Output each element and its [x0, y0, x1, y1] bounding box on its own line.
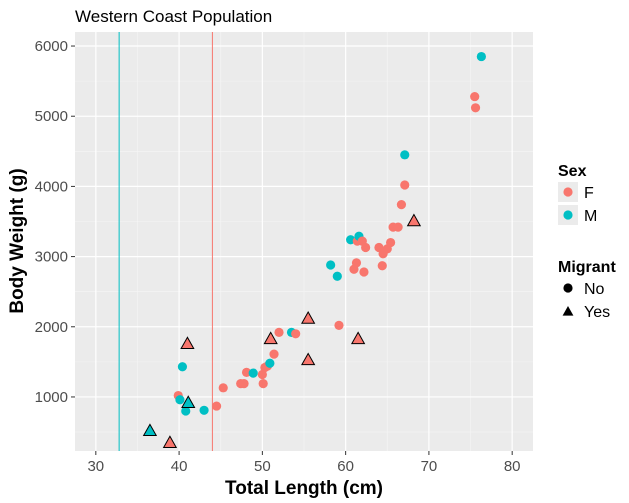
y-tick-label: 5000 — [35, 108, 68, 125]
legend-sex-items: FM — [558, 182, 597, 225]
legend-label: M — [584, 208, 597, 225]
y-tick-label: 3000 — [35, 249, 68, 266]
legend-label: Yes — [584, 304, 610, 321]
data-point-migrant — [162, 435, 178, 448]
data-point — [218, 383, 228, 393]
data-point — [291, 329, 301, 339]
data-point — [400, 150, 410, 160]
grid-minor — [75, 32, 533, 451]
data-point — [274, 327, 284, 337]
x-tick-label: 80 — [504, 458, 521, 475]
legend-key-m — [563, 210, 573, 220]
data-point — [476, 51, 486, 62]
y-tick-label: 4000 — [35, 178, 68, 195]
y-tick-label: 2000 — [35, 319, 68, 336]
x-tick-label: 40 — [171, 458, 188, 475]
data-point — [239, 379, 249, 389]
data-point — [393, 222, 403, 232]
legend-label: No — [584, 281, 605, 298]
data-point — [377, 261, 387, 271]
legend-key-circle — [563, 283, 573, 293]
data-points — [142, 51, 486, 448]
y-tick-label: 6000 — [35, 38, 68, 55]
data-point — [175, 395, 185, 405]
data-point-migrant — [181, 395, 196, 408]
data-point — [396, 200, 407, 210]
data-point — [177, 362, 188, 372]
data-point — [470, 91, 480, 102]
legend: Sex FM Migrant No Yes — [558, 163, 616, 321]
data-point — [361, 242, 371, 253]
data-point — [269, 349, 279, 359]
data-point — [351, 258, 362, 268]
legend-key-f — [563, 187, 573, 197]
x-tick-label: 50 — [254, 458, 271, 475]
data-point — [326, 260, 336, 270]
x-tick-label: 60 — [337, 458, 354, 475]
data-point-migrant — [263, 331, 278, 345]
y-tick-label: 1000 — [35, 389, 68, 406]
y-axis-title: Body Weight (g) — [7, 168, 28, 313]
data-point-migrant — [301, 352, 316, 366]
x-tick-label: 30 — [87, 458, 104, 475]
grid-major — [75, 32, 533, 451]
x-axis-ticks: 30 40 50 60 70 80 — [87, 451, 521, 475]
data-point-migrant — [301, 311, 316, 324]
legend-migrant-items: No Yes — [558, 278, 610, 321]
data-point — [181, 406, 191, 416]
legend-key-triangle — [562, 306, 574, 316]
data-point — [400, 180, 410, 190]
x-axis-title: Total Length (cm) — [225, 478, 383, 499]
data-point — [248, 368, 258, 378]
data-point — [332, 271, 342, 281]
x-tick-label: 70 — [421, 458, 438, 475]
data-point-migrant — [142, 423, 158, 437]
data-point — [257, 369, 267, 380]
data-point-migrant — [350, 331, 366, 345]
data-point — [211, 401, 222, 411]
data-point-migrant — [180, 336, 195, 350]
reference-lines — [118, 32, 213, 451]
legend-migrant-title: Migrant — [558, 259, 616, 276]
legend-sex-title: Sex — [558, 163, 587, 180]
data-point — [386, 237, 396, 248]
chart-title: Western Coast Population — [75, 7, 272, 26]
data-point — [334, 320, 344, 330]
data-point — [258, 379, 268, 389]
data-point — [470, 103, 481, 113]
data-point — [241, 367, 252, 377]
data-point-migrant — [406, 213, 422, 227]
data-point — [265, 358, 275, 368]
y-axis-ticks: 1000 2000 3000 4000 5000 6000 — [35, 38, 75, 406]
legend-label: F — [584, 185, 594, 202]
data-point — [199, 405, 209, 415]
data-point — [359, 267, 369, 277]
